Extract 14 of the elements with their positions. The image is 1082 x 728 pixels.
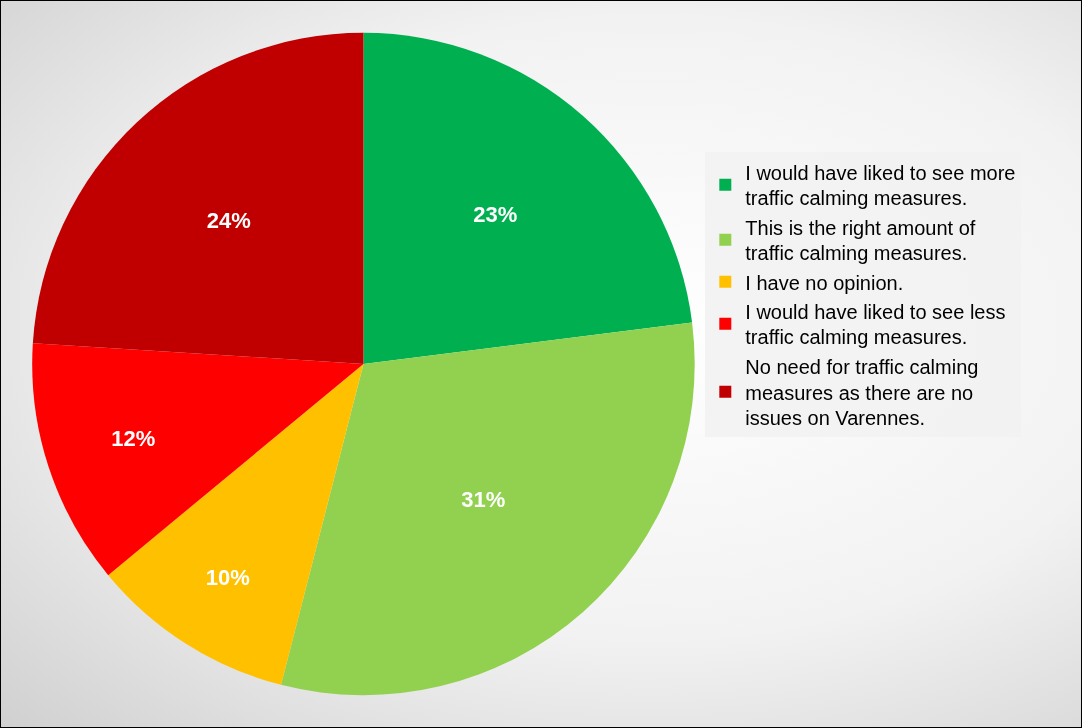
pie-slice bbox=[281, 322, 695, 696]
legend-label: I would have liked to see less traffic calming measures. bbox=[745, 300, 1006, 349]
pie-slice bbox=[32, 32, 364, 364]
legend-label: I would have liked to see more traffic calming measures. bbox=[745, 161, 1016, 210]
legend-label: No need for traffic calming measures as there are no issues on Varennes. bbox=[745, 355, 979, 430]
data-label: 24% bbox=[206, 208, 251, 234]
legend-label: This is the right amount of traffic calming measures. bbox=[745, 216, 976, 265]
data-label: 23% bbox=[473, 201, 518, 227]
legend-label: I have no opinion. bbox=[745, 271, 904, 294]
data-label: 10% bbox=[205, 565, 250, 591]
data-label: 12% bbox=[111, 426, 156, 452]
pie-slice bbox=[363, 32, 693, 364]
data-label: 31% bbox=[461, 487, 506, 513]
pie-slice bbox=[108, 364, 364, 685]
